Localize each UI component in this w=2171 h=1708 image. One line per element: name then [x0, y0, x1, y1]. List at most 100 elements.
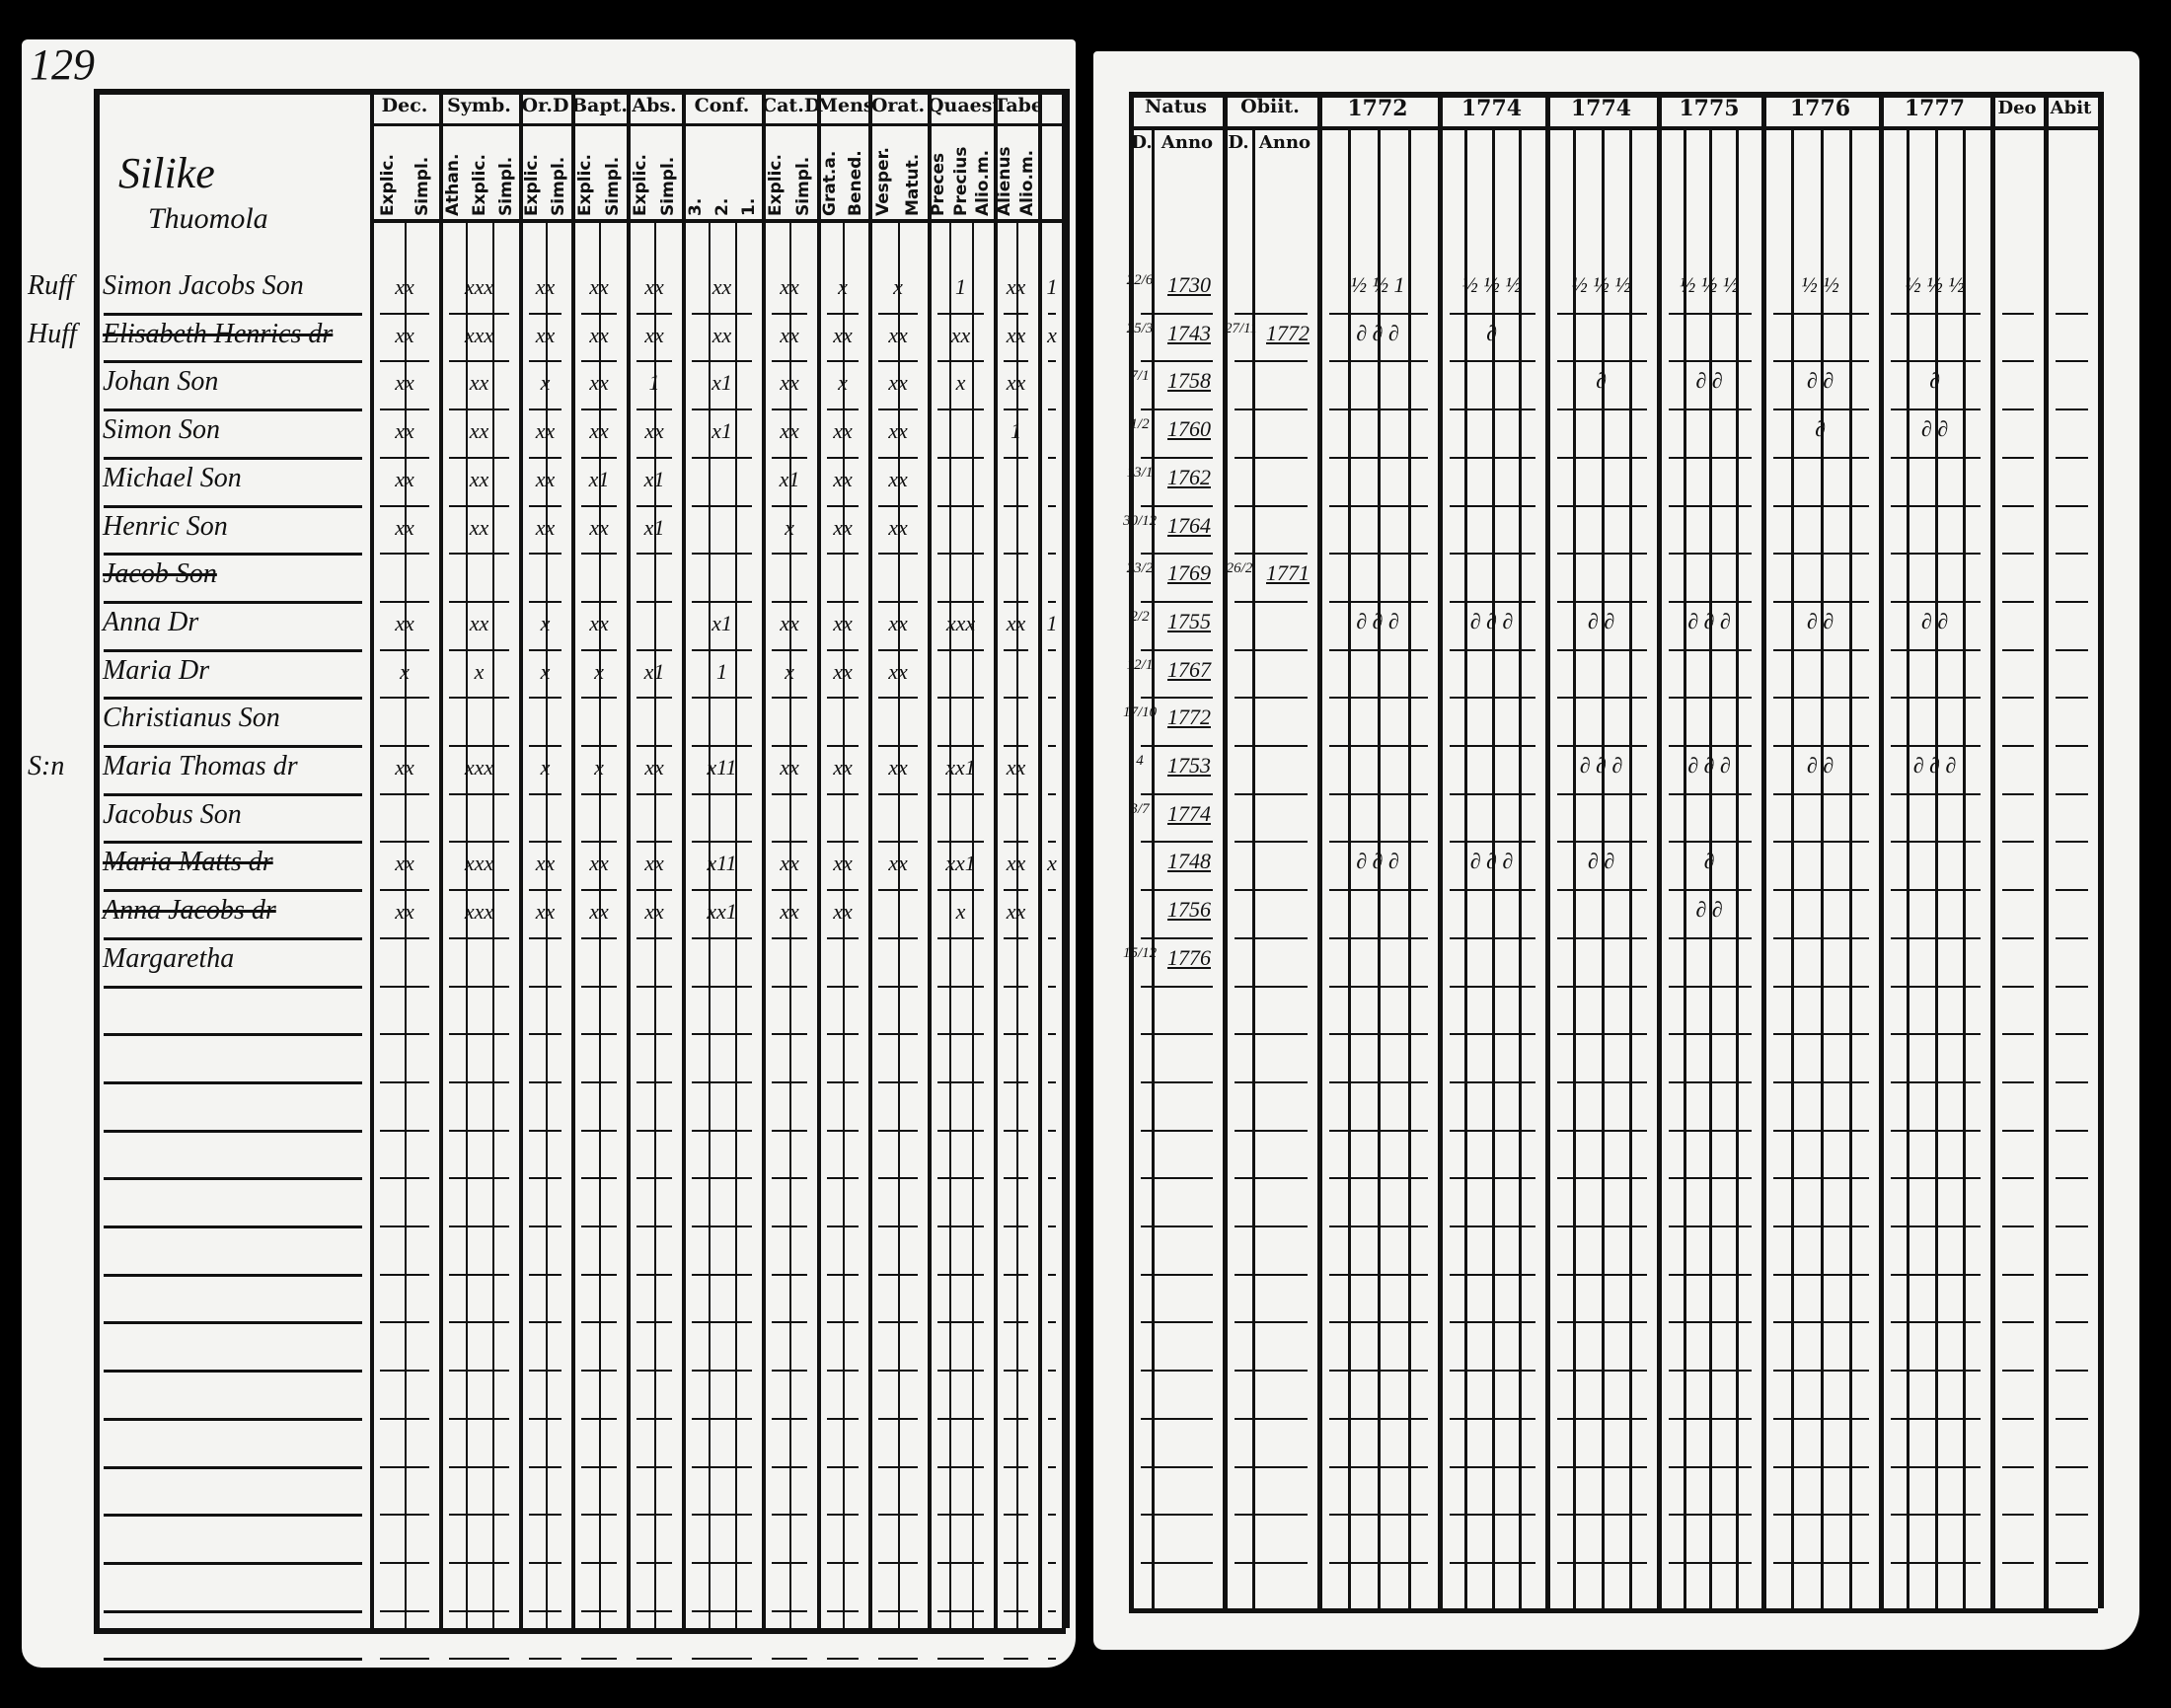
- column-divider: [571, 89, 575, 1628]
- death-day: 27/11: [1225, 320, 1258, 336]
- catechism-mark: x1: [711, 610, 732, 635]
- catechism-mark: xx: [711, 322, 732, 347]
- row-dash: [2002, 793, 2034, 795]
- communion-mark: ∂ ∂ ∂: [1912, 753, 1957, 778]
- extra-header: Deo: [1997, 98, 2037, 118]
- catechism-mark: xx: [888, 658, 908, 684]
- row-dash: [380, 793, 429, 795]
- row-dash: [2002, 649, 2034, 651]
- catechism-mark: x1: [643, 658, 665, 684]
- row-dash: [937, 1610, 984, 1612]
- catechism-mark: x: [540, 755, 551, 780]
- catechism-mark: xx: [469, 418, 489, 444]
- row-dash: [449, 1033, 509, 1035]
- catechism-mark: xx: [535, 274, 556, 299]
- catechism-mark: xx: [395, 755, 414, 780]
- catechism-mark: xx: [888, 755, 908, 780]
- row-dash: [529, 1562, 561, 1564]
- row-dash: [1048, 408, 1056, 410]
- catechism-mark: x11: [707, 755, 737, 780]
- row-dash: [2056, 360, 2088, 362]
- death-year: 1772: [1266, 320, 1310, 345]
- row-dash: [827, 1130, 859, 1132]
- row-dash: [449, 1177, 509, 1179]
- row-dash: [827, 841, 859, 843]
- row-dash: [1891, 1274, 1981, 1276]
- row-dash: [772, 408, 807, 410]
- row-dash: [937, 360, 984, 362]
- row-dash: [1141, 986, 1213, 988]
- row-dash: [1141, 1370, 1213, 1372]
- catechism-mark: xx: [535, 514, 556, 540]
- catechism-mark: x: [1047, 851, 1057, 876]
- birth-year: 1767: [1167, 656, 1211, 682]
- row-dash: [636, 1274, 672, 1276]
- subcolumn-line: [1629, 126, 1632, 1608]
- row-dash: [449, 360, 509, 362]
- row-dash: [1773, 1562, 1869, 1564]
- row-dash: [636, 649, 672, 651]
- row-dash: [529, 1610, 561, 1612]
- row-dash: [2056, 408, 2088, 410]
- row-dash: [636, 1658, 672, 1660]
- row-dash: [772, 1130, 807, 1132]
- row-dash: [449, 457, 509, 459]
- column-subheader: Grat.a.: [820, 150, 840, 216]
- birth-day: 22/6: [1126, 272, 1154, 288]
- row-dash: [878, 457, 918, 459]
- subcolumn-line: [1602, 126, 1605, 1608]
- subcolumn-line: [492, 219, 494, 1628]
- row-dash: [1141, 601, 1213, 603]
- row-dash: [937, 1081, 984, 1083]
- row-dash: [636, 1321, 672, 1323]
- column-subheader: Explic.: [575, 154, 595, 216]
- row-dash: [1329, 745, 1428, 747]
- row-dash: [380, 1562, 429, 1564]
- row-dash: [692, 841, 752, 843]
- row-dash: [878, 1321, 918, 1323]
- row-dash: [1048, 1321, 1056, 1323]
- catechism-mark: xx: [469, 610, 489, 635]
- row-dash: [529, 937, 561, 939]
- row-dash: [380, 937, 429, 939]
- row-dash: [1048, 793, 1056, 795]
- row-dash: [878, 1033, 918, 1035]
- row-dash: [1235, 1418, 1308, 1420]
- row-dash: [937, 697, 984, 699]
- row-dash: [1557, 601, 1647, 603]
- row-dash: [937, 841, 984, 843]
- catechism-mark: 1: [1046, 610, 1058, 635]
- catechism-mark: xx: [395, 851, 414, 876]
- row-dash: [1048, 697, 1056, 699]
- catechism-mark: x: [893, 274, 903, 299]
- column-divider: [2098, 92, 2103, 1608]
- row-dash: [1004, 1130, 1028, 1132]
- catechism-mark: x1: [779, 466, 800, 491]
- row-dash: [1329, 1514, 1428, 1516]
- communion-mark: ½ ½: [1801, 272, 1839, 297]
- row-dash: [1329, 1562, 1428, 1564]
- row-dash: [2056, 841, 2088, 843]
- row-dash: [692, 889, 752, 891]
- row-dash: [1891, 1130, 1981, 1132]
- row-dash: [1773, 841, 1869, 843]
- catechism-mark: xx: [833, 755, 853, 780]
- row-dash: [1891, 841, 1981, 843]
- row-dash: [827, 360, 859, 362]
- left-page: [22, 39, 1076, 1668]
- person-name: Simon Son: [103, 414, 220, 446]
- row-dash: [827, 1610, 859, 1612]
- row-dash: [827, 649, 859, 651]
- row-dash: [772, 1225, 807, 1227]
- row-dash: [1669, 1418, 1752, 1420]
- row-dash: [1235, 1177, 1308, 1179]
- row-dash: [937, 889, 984, 891]
- row-dash: [1557, 1033, 1647, 1035]
- farm-subname: Thuomola: [148, 202, 268, 235]
- row-dash: [380, 1225, 429, 1227]
- row-line: [104, 360, 362, 363]
- row-dash: [692, 1274, 752, 1276]
- catechism-mark: xx: [395, 514, 414, 540]
- row-dash: [2056, 313, 2088, 315]
- row-dash: [827, 697, 859, 699]
